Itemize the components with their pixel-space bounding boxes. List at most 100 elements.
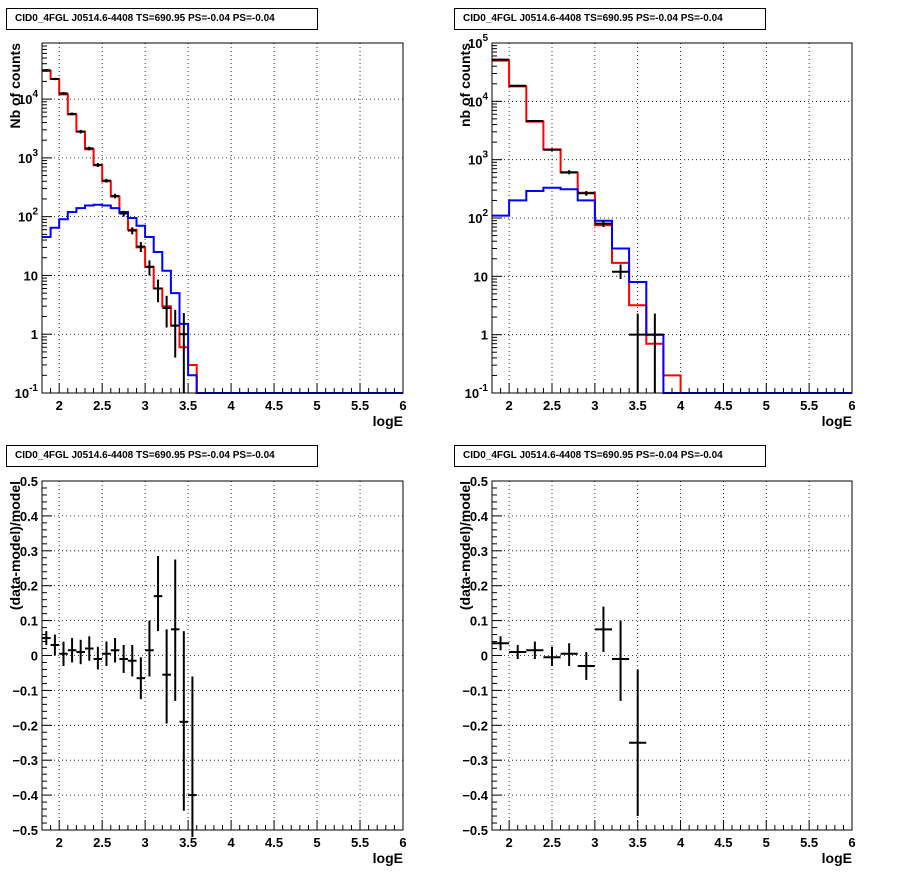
plot-frame xyxy=(491,480,853,831)
chart-p3: 2 2.5 3 3.5 4 4.5 5 5.5 6 −0.5 −0.4 −0.3 −0.2 −0.1 0 0.… xyxy=(7,474,407,866)
x-tick-label: 5 xyxy=(313,835,320,850)
x-tick-label: 5.5 xyxy=(800,398,818,413)
y-tick-label: −0.4 xyxy=(12,788,38,803)
data-point xyxy=(543,646,561,666)
data-point xyxy=(102,641,111,666)
data-point xyxy=(59,641,68,666)
data-point xyxy=(594,220,612,228)
data-point xyxy=(509,645,527,659)
x-tick-label: 2 xyxy=(56,398,63,413)
chart-title: CID0_4FGL J0514.6-4408 TS=690.95 PS=-0.0… xyxy=(454,445,766,467)
y-tick-label: 1 xyxy=(31,327,38,342)
x-axis-title: logE xyxy=(373,850,403,866)
data-point xyxy=(179,312,189,393)
data-point xyxy=(646,313,664,393)
y-axis-title: (data-model)/model xyxy=(7,481,23,610)
y-tick-label: 104 xyxy=(468,91,488,109)
y-tick-label: 102 xyxy=(468,208,488,226)
plot-frame xyxy=(41,480,404,831)
data-point xyxy=(145,620,154,677)
y-tick-label: 105 xyxy=(468,33,488,51)
y-tick-label: 1 xyxy=(481,328,488,343)
chart-p4: 2 2.5 3 3.5 4 4.5 5 5.5 6 −0.5 −0.4 −0.3 −0.2 −0.1 0 0.… xyxy=(457,474,856,866)
y-tick-label: 103 xyxy=(468,150,488,168)
x-tick-label: 5.5 xyxy=(800,835,818,850)
data-point xyxy=(577,191,595,196)
data-point xyxy=(492,58,510,61)
data-point xyxy=(110,638,120,663)
x-tick-label: 5.5 xyxy=(351,835,369,850)
y-tick-label: 0.5 xyxy=(470,474,488,489)
data-point xyxy=(84,146,94,151)
x-tick-label: 2.5 xyxy=(93,398,111,413)
y-tick-label: −0.1 xyxy=(12,683,38,698)
y-tick-label: −0.3 xyxy=(462,753,488,768)
y-tick-label: 10 xyxy=(474,269,488,284)
x-tick-label: 4 xyxy=(227,835,235,850)
data-point xyxy=(509,84,527,87)
data-point xyxy=(170,309,180,358)
x-tick-label: 3 xyxy=(591,398,598,413)
chart-p2: 2 2.5 3 3.5 4 4.5 5 5.5 6 10-1 1 10 102 103 104 105 logE… xyxy=(457,33,856,429)
data-point xyxy=(127,227,137,235)
y-tick-label: 104 xyxy=(18,89,38,107)
x-tick-label: 4 xyxy=(227,398,235,413)
data-point xyxy=(50,634,60,656)
chart-title: CID0_4FGL J0514.6-4408 TS=690.95 PS=-0.0… xyxy=(6,445,318,467)
chart-p1: 2 2.5 3 3.5 4 4.5 5 5.5 6 10-1 1 10 102 103 104 logE Nb … xyxy=(7,42,407,429)
data-point xyxy=(93,162,103,167)
histogram-series-0 xyxy=(492,59,852,394)
data-point xyxy=(629,313,647,393)
chart-title: CID0_4FGL J0514.6-4408 TS=690.95 PS=-0.0… xyxy=(6,8,318,30)
data-point xyxy=(560,643,578,666)
y-axis-title: nb of counts xyxy=(457,43,473,127)
y-tick-label: 0.5 xyxy=(20,474,38,489)
data-point xyxy=(93,646,103,670)
data-point xyxy=(526,641,544,659)
data-point xyxy=(188,676,197,837)
data-point xyxy=(162,629,171,724)
data-point xyxy=(42,631,51,646)
y-tick-label: 0.3 xyxy=(470,544,488,559)
x-tick-label: 2 xyxy=(56,835,63,850)
x-tick-label: 6 xyxy=(399,398,406,413)
data-point xyxy=(42,69,51,72)
chart-title: CID0_4FGL J0514.6-4408 TS=690.95 PS=-0.0… xyxy=(454,8,766,30)
x-tick-label: 2.5 xyxy=(93,835,111,850)
y-tick-label: −0.3 xyxy=(12,753,38,768)
data-point xyxy=(179,631,189,811)
y-axis-title: Nb of counts xyxy=(7,43,23,129)
y-tick-label: 103 xyxy=(18,148,38,166)
x-axis-title: logE xyxy=(822,850,852,866)
y-tick-label: 0.3 xyxy=(20,544,38,559)
data-point xyxy=(76,129,85,134)
x-tick-label: 4 xyxy=(677,835,685,850)
data-point xyxy=(594,606,612,653)
histogram-series-0 xyxy=(42,70,403,394)
data-point xyxy=(612,620,630,701)
x-tick-label: 6 xyxy=(848,398,855,413)
x-tick-label: 5 xyxy=(763,398,770,413)
x-axis-title: logE xyxy=(373,413,403,429)
histogram-series-1 xyxy=(42,203,403,394)
y-tick-label: −0.4 xyxy=(462,788,488,803)
x-tick-label: 3 xyxy=(142,835,149,850)
x-tick-label: 5.5 xyxy=(351,398,369,413)
plot-frame xyxy=(41,42,404,394)
plot-frame xyxy=(491,42,853,394)
y-tick-label: 0.1 xyxy=(20,614,38,629)
histogram-series-1 xyxy=(492,186,852,394)
data-point xyxy=(67,638,77,663)
y-tick-label: −0.1 xyxy=(462,683,488,698)
y-tick-label: 10-1 xyxy=(465,383,489,401)
data-point xyxy=(50,77,60,81)
y-tick-label: 0.2 xyxy=(20,579,38,594)
x-tick-label: 2.5 xyxy=(543,835,561,850)
data-point xyxy=(84,636,94,661)
data-point xyxy=(162,295,171,328)
x-tick-label: 2.5 xyxy=(543,398,561,413)
data-point xyxy=(170,559,180,701)
data-point xyxy=(67,112,77,116)
data-point xyxy=(577,652,595,680)
